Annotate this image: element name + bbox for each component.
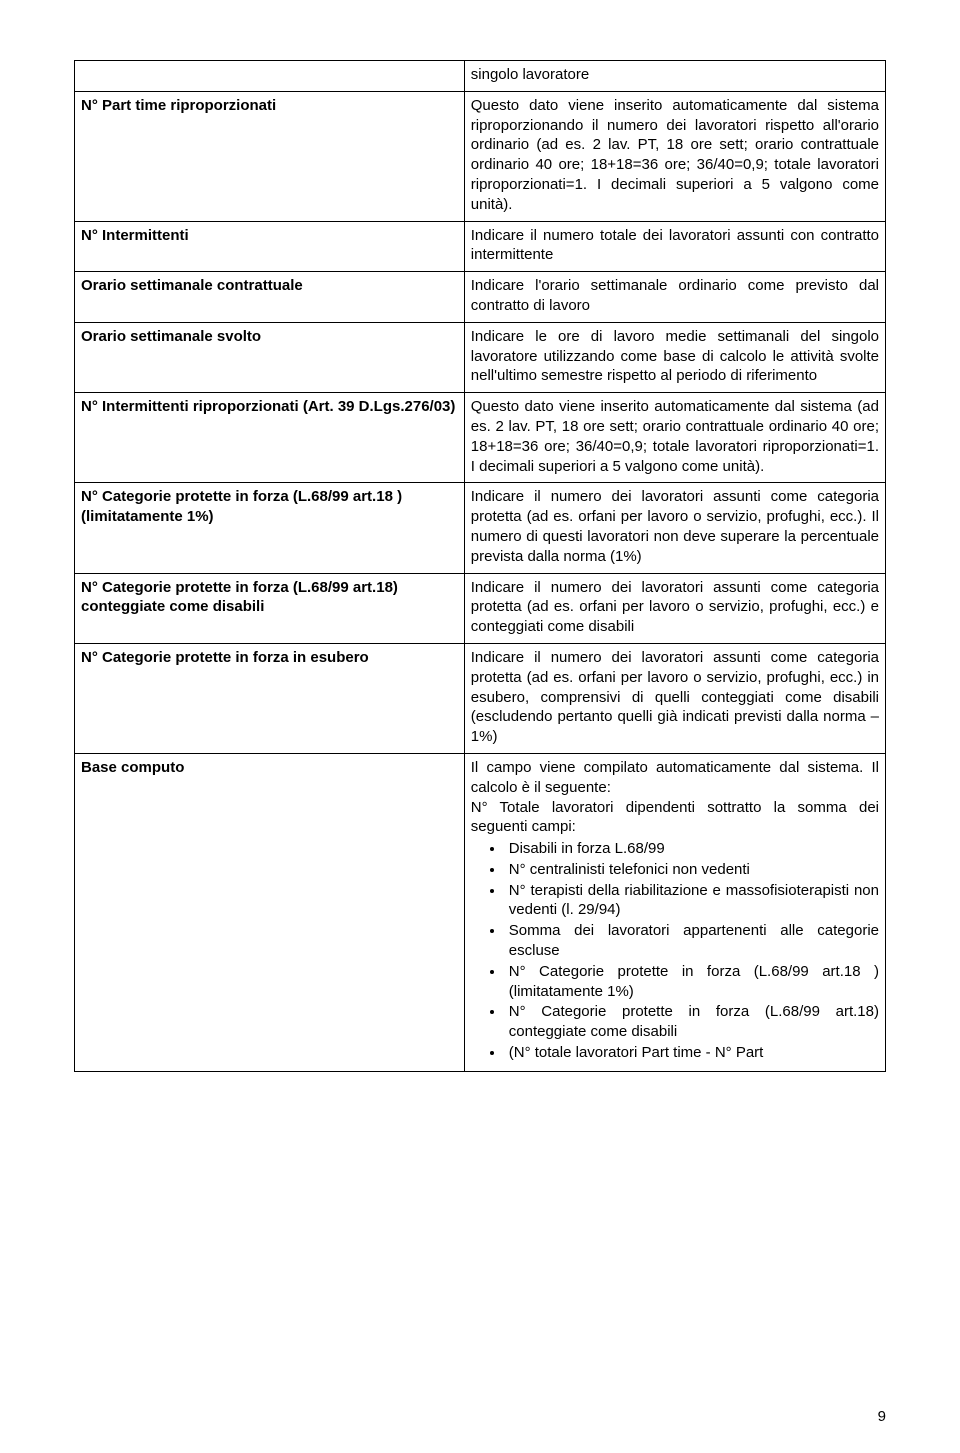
list-item: Somma dei lavoratori appartenenti alle c… xyxy=(505,921,879,961)
page-number: 9 xyxy=(878,1408,886,1425)
table-row: N° Part time riproporzionati Questo dato… xyxy=(75,91,886,221)
row-desc: Indicare il numero dei lavoratori assunt… xyxy=(464,643,885,753)
list-item: (N° totale lavoratori Part time - N° Par… xyxy=(505,1043,879,1063)
table-row-base-computo: Base computo Il campo viene compilato au… xyxy=(75,753,886,1071)
document-page: singolo lavoratore N° Part time ripropor… xyxy=(0,0,960,1453)
base-computo-intro: Il campo viene compilato automaticamente… xyxy=(471,759,879,796)
row-label: N° Categorie protette in forza (L.68/99 … xyxy=(75,483,465,573)
row-label: N° Categorie protette in forza in esuber… xyxy=(75,643,465,753)
list-item: N° centralinisti telefonici non vedenti xyxy=(505,860,879,880)
row-label: N° Part time riproporzionati xyxy=(75,91,465,221)
row-desc-composite: Il campo viene compilato automaticamente… xyxy=(464,753,885,1071)
table-row: Orario settimanale contrattuale Indicare… xyxy=(75,272,886,323)
list-item: N° terapisti della riabilitazione e mass… xyxy=(505,881,879,921)
row-label: Orario settimanale contrattuale xyxy=(75,272,465,323)
table-row: N° Categorie protette in forza (L.68/99 … xyxy=(75,573,886,643)
base-computo-list: Disabili in forza L.68/99 N° centralinis… xyxy=(471,839,879,1063)
list-item: Disabili in forza L.68/99 xyxy=(505,839,879,859)
row-label: N° Intermittenti riproporzionati (Art. 3… xyxy=(75,393,465,483)
row-label: Base computo xyxy=(75,753,465,1071)
row-desc: Indicare il numero totale dei lavoratori… xyxy=(464,221,885,272)
list-item: N° Categorie protette in forza (L.68/99 … xyxy=(505,962,879,1002)
header-left-empty xyxy=(75,61,465,92)
header-right-cell: singolo lavoratore xyxy=(464,61,885,92)
row-label: N° Categorie protette in forza (L.68/99 … xyxy=(75,573,465,643)
table-header-row: singolo lavoratore xyxy=(75,61,886,92)
row-label: N° Intermittenti xyxy=(75,221,465,272)
list-item: N° Categorie protette in forza (L.68/99 … xyxy=(505,1002,879,1042)
row-desc: Indicare le ore di lavoro medie settiman… xyxy=(464,322,885,392)
row-label: Orario settimanale svolto xyxy=(75,322,465,392)
table-row: N° Categorie protette in forza in esuber… xyxy=(75,643,886,753)
base-computo-lead: N° Totale lavoratori dipendenti sottratt… xyxy=(471,799,879,836)
row-desc: Indicare il numero dei lavoratori assunt… xyxy=(464,483,885,573)
row-desc: Questo dato viene inserito automaticamen… xyxy=(464,393,885,483)
row-desc: Indicare l'orario settimanale ordinario … xyxy=(464,272,885,323)
table-row: N° Intermittenti Indicare il numero tota… xyxy=(75,221,886,272)
table-row: Orario settimanale svolto Indicare le or… xyxy=(75,322,886,392)
definitions-table: singolo lavoratore N° Part time ripropor… xyxy=(74,60,886,1072)
row-desc: Questo dato viene inserito automaticamen… xyxy=(464,91,885,221)
table-row: N° Categorie protette in forza (L.68/99 … xyxy=(75,483,886,573)
table-row: N° Intermittenti riproporzionati (Art. 3… xyxy=(75,393,886,483)
row-desc: Indicare il numero dei lavoratori assunt… xyxy=(464,573,885,643)
